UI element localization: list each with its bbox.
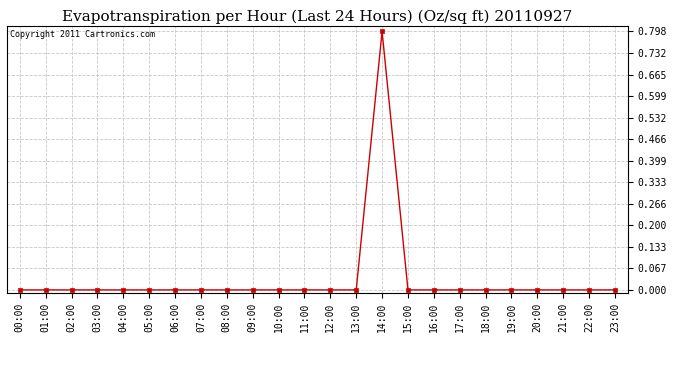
Text: Copyright 2011 Cartronics.com: Copyright 2011 Cartronics.com xyxy=(10,30,155,39)
Title: Evapotranspiration per Hour (Last 24 Hours) (Oz/sq ft) 20110927: Evapotranspiration per Hour (Last 24 Hou… xyxy=(62,9,573,24)
